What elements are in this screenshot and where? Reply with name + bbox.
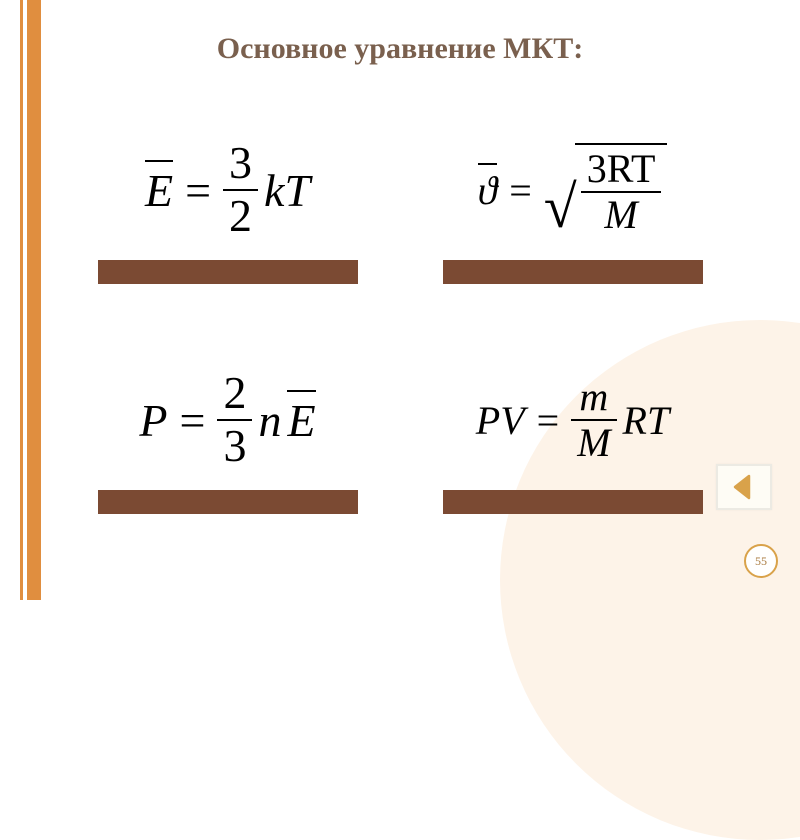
label-bar-4	[443, 490, 703, 514]
label-bar-3	[98, 490, 358, 514]
f1-num: 3	[223, 138, 258, 189]
eq-sign: =	[179, 164, 217, 217]
f1-den: 2	[223, 191, 258, 242]
formula-grid: E = 3 2 kT ϑ = √ 3RT	[60, 130, 740, 560]
f2-sqrt: √ 3RT M	[544, 143, 668, 237]
accent-stripe-thin	[20, 0, 23, 600]
label-bar-2	[443, 260, 703, 284]
f2-fraction: 3RT M	[581, 147, 662, 237]
formula-2: ϑ = √ 3RT M	[478, 130, 668, 250]
page-number: 55	[755, 554, 767, 569]
label-bar-1	[98, 260, 358, 284]
accent-stripe-thick	[27, 0, 41, 600]
eq-sign: =	[503, 167, 538, 214]
f4-lhs: PV	[476, 397, 525, 444]
formula-cell-1: E = 3 2 kT	[60, 130, 395, 330]
formula-cell-2: ϑ = √ 3RT M	[405, 130, 740, 330]
page-number-badge: 55	[744, 544, 778, 578]
f4-fraction: m M	[571, 375, 616, 465]
f1-tail: kT	[264, 164, 310, 217]
formula-cell-3: P = 2 3 n E	[60, 360, 395, 560]
f4-num: m	[573, 375, 614, 419]
f3-num: 2	[217, 368, 252, 419]
f2-radicand: 3RT M	[575, 143, 668, 237]
back-button[interactable]	[716, 464, 772, 510]
f4-den: M	[571, 421, 616, 465]
slide: Основное уравнение МКТ: E = 3 2 kT ϑ =	[0, 0, 800, 600]
f3-lhs: P	[139, 394, 167, 447]
f3-mid: n	[258, 394, 281, 447]
f1-fraction: 3 2	[223, 138, 258, 241]
f4-tail: RT	[623, 397, 670, 444]
slide-title: Основное уравнение МКТ:	[0, 32, 800, 66]
f2-lhs: ϑ	[478, 167, 498, 214]
eq-sign: =	[531, 397, 566, 444]
f2-den: M	[598, 193, 643, 237]
arrow-left-icon	[729, 472, 759, 502]
formula-1: E = 3 2 kT	[145, 130, 310, 250]
eq-sign: =	[174, 394, 212, 447]
formula-cell-4: PV = m M RT	[405, 360, 740, 560]
formula-3: P = 2 3 n E	[139, 360, 315, 480]
f1-lhs: E	[145, 164, 173, 217]
f3-fraction: 2 3	[217, 368, 252, 471]
formula-4: PV = m M RT	[476, 360, 669, 480]
f3-tail: E	[287, 394, 315, 447]
f2-num: 3RT	[581, 147, 662, 191]
radical-sign: √	[544, 177, 577, 237]
f3-den: 3	[217, 421, 252, 472]
